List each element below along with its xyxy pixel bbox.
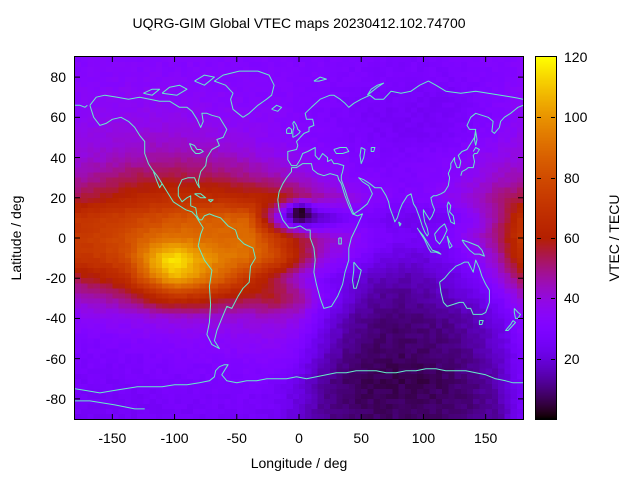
- y-tick-label: 0: [58, 230, 66, 246]
- x-tick-label: 50: [353, 430, 369, 446]
- y-tick-label: -20: [45, 270, 66, 287]
- x-tick-label: -150: [98, 430, 127, 446]
- colorbar-tick-mark: [551, 359, 555, 360]
- x-tick-label: 0: [295, 430, 303, 446]
- colorbar-tick-label: 100: [564, 109, 588, 126]
- y-tick-label: -60: [45, 350, 66, 367]
- colorbar-border: [535, 56, 557, 420]
- coastlines: [75, 70, 523, 410]
- coastline-overlay: [75, 57, 523, 419]
- x-tick-label: 100: [411, 430, 436, 446]
- y-tick-label: 20: [50, 189, 66, 206]
- colorbar-tick-mark: [537, 359, 541, 360]
- colorbar-tick-mark: [537, 178, 541, 179]
- colorbar-tick-mark: [537, 117, 541, 118]
- colorbar-tick-mark: [551, 298, 555, 299]
- map-plot-area: [75, 57, 523, 419]
- colorbar: [536, 57, 556, 419]
- y-tick-label: -40: [45, 310, 66, 327]
- coastline-path: [75, 70, 523, 410]
- colorbar-tick-mark: [537, 238, 541, 239]
- colorbar-tick-label: 20: [564, 350, 580, 367]
- chart-title: UQRG-GIM Global VTEC maps 20230412.102.7…: [132, 15, 466, 31]
- colorbar-tick-mark: [551, 178, 555, 179]
- x-tick-label: -100: [160, 430, 189, 446]
- colorbar-tick-label: 80: [564, 169, 580, 186]
- y-tick-label: 40: [50, 149, 66, 166]
- colorbar-tick-mark: [537, 298, 541, 299]
- colorbar-label: VTEC / TECU: [606, 194, 622, 282]
- x-tick-label: 150: [473, 430, 498, 446]
- colorbar-tick-mark: [551, 117, 555, 118]
- colorbar-tick-label: 40: [564, 290, 580, 307]
- y-tick-label: -80: [45, 390, 66, 407]
- y-tick-label: 80: [50, 69, 66, 86]
- axis-tick-marks: [75, 57, 523, 419]
- x-axis-label: Longitude / deg: [250, 455, 348, 471]
- colorbar-tick-mark: [551, 238, 555, 239]
- colorbar-tick-label: 120: [564, 49, 588, 65]
- colorbar-gradient-canvas: [536, 57, 556, 419]
- colorbar-tick-label: 60: [564, 230, 580, 246]
- y-tick-label: 60: [50, 109, 66, 126]
- x-tick-label: -50: [226, 430, 247, 446]
